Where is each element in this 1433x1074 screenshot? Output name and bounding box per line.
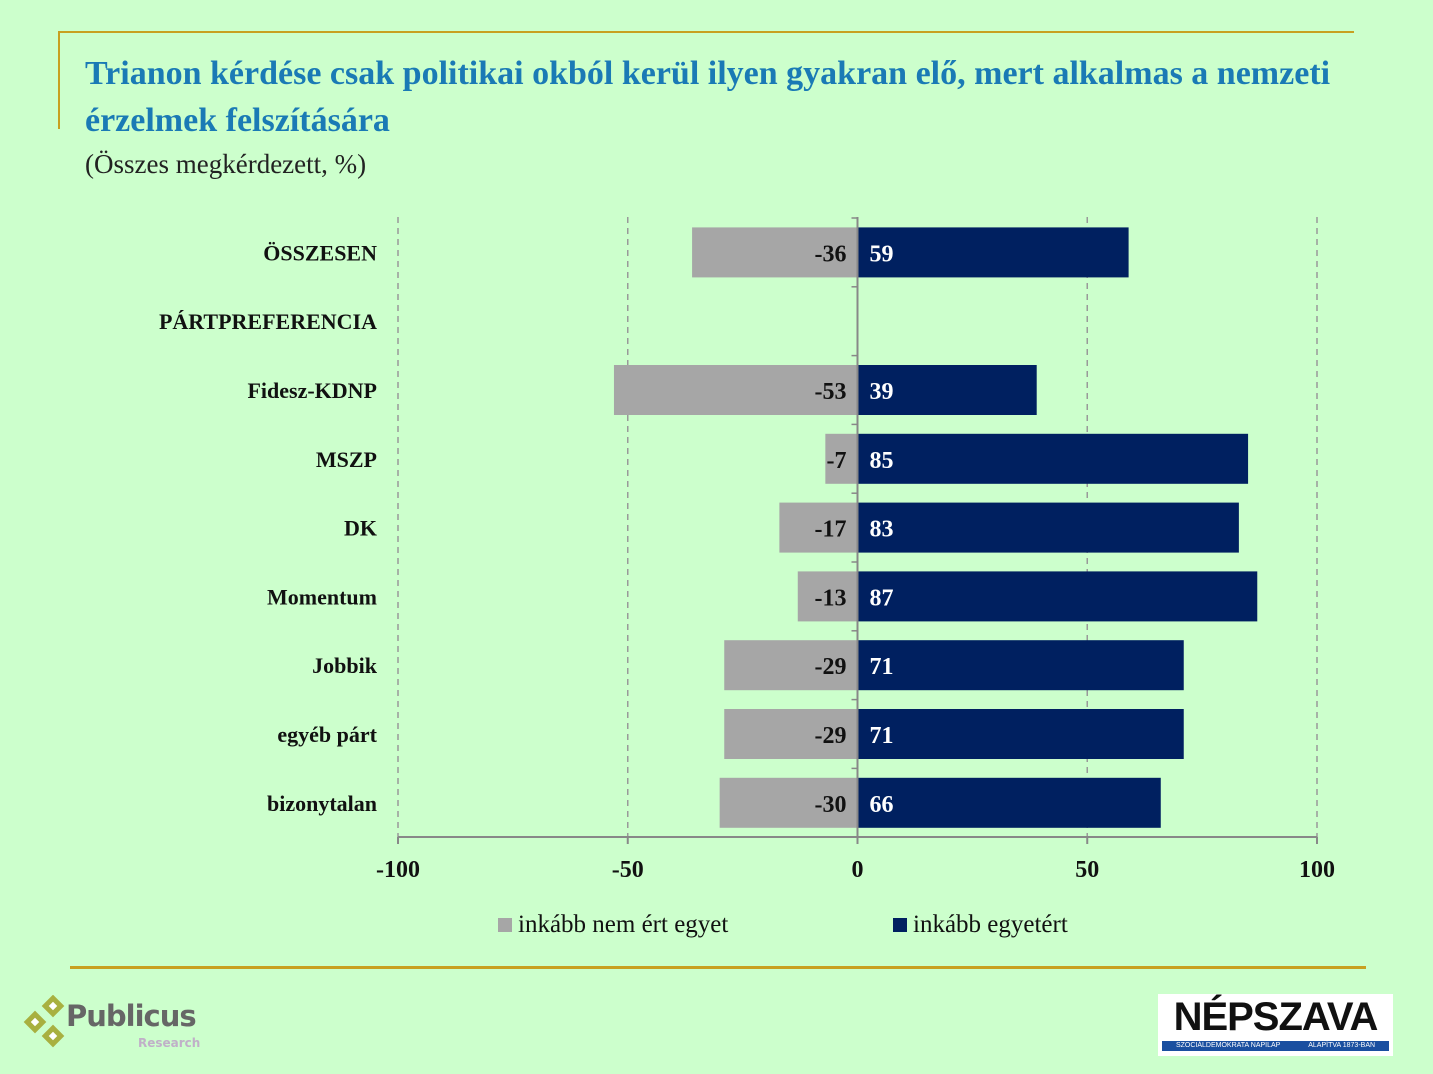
data-label-agree: 39 bbox=[870, 379, 894, 405]
legend-swatch-agree bbox=[893, 918, 907, 932]
category-label: DK bbox=[344, 516, 377, 541]
bar-disagree bbox=[719, 777, 858, 828]
tagline-right: ALAPÍTVA 1873-BAN bbox=[1308, 1042, 1376, 1049]
bar-disagree bbox=[825, 433, 858, 484]
bar-disagree bbox=[724, 709, 858, 759]
publicus-logo-subtitle: Research bbox=[138, 1036, 201, 1050]
data-label-disagree: -30 bbox=[815, 792, 847, 818]
category-label: MSZP bbox=[316, 447, 377, 472]
data-label-disagree: -36 bbox=[815, 241, 847, 267]
legend-label-agree: inkább egyetért bbox=[913, 911, 1068, 938]
data-label-agree: 71 bbox=[870, 723, 894, 749]
category-label: egyéb párt bbox=[277, 722, 377, 747]
data-label-disagree: -17 bbox=[815, 517, 847, 543]
publicus-logo-icon bbox=[23, 995, 65, 1048]
x-tick-label: 100 bbox=[1299, 857, 1335, 883]
nepszava-tagline: SZOCIÁLDEMOKRATA NAPILAP ALAPÍTVA 1873-B… bbox=[1162, 1041, 1389, 1051]
data-label-disagree: -29 bbox=[815, 723, 847, 749]
bar-agree bbox=[857, 709, 1184, 759]
legend-label-disagree: inkább nem ért egyet bbox=[518, 911, 729, 938]
bar-disagree bbox=[724, 640, 858, 691]
data-label-agree: 71 bbox=[870, 654, 894, 680]
chart-subtitle: (Összes megkérdezett, %) bbox=[85, 149, 367, 179]
left-border bbox=[58, 31, 60, 129]
bar-disagree bbox=[779, 502, 858, 553]
bar-agree bbox=[857, 777, 1161, 828]
bar-agree bbox=[857, 365, 1037, 415]
bar-agree bbox=[857, 227, 1129, 278]
category-label: Fidesz-KDNP bbox=[247, 378, 377, 403]
bar-agree bbox=[857, 502, 1239, 553]
bar-disagree bbox=[797, 571, 858, 622]
top-border bbox=[58, 31, 1354, 33]
tagline-left: SZOCIÁLDEMOKRATA NAPILAP bbox=[1175, 1042, 1281, 1049]
bar-agree bbox=[857, 433, 1249, 484]
x-tick-label: 0 bbox=[852, 857, 864, 883]
nepszava-logo: NÉPSZAVA SZOCIÁLDEMOKRATA NAPILAP ALAPÍT… bbox=[1158, 994, 1393, 1056]
bar-agree bbox=[857, 640, 1184, 691]
legend-item-disagree: inkább nem ért egyet bbox=[498, 910, 728, 940]
category-label: PÁRTPREFERENCIA bbox=[159, 309, 377, 334]
x-tick-label: -50 bbox=[612, 857, 644, 883]
data-label-disagree: -13 bbox=[815, 585, 847, 611]
category-label: Momentum bbox=[267, 584, 377, 609]
legend-swatch-disagree bbox=[498, 918, 512, 932]
bar-disagree bbox=[692, 227, 858, 278]
data-label-agree: 66 bbox=[870, 792, 894, 818]
nepszava-wordmark: NÉPSZAVA bbox=[1173, 995, 1379, 1039]
category-label: ÖSSZESEN bbox=[263, 240, 377, 265]
legend-item-agree: inkább egyetért bbox=[893, 910, 1068, 940]
data-label-disagree: -53 bbox=[815, 379, 847, 405]
bar-agree bbox=[857, 571, 1258, 622]
category-label: bizonytalan bbox=[267, 791, 377, 816]
x-tick-label: 50 bbox=[1075, 857, 1099, 883]
data-label-disagree: -7 bbox=[827, 448, 847, 474]
data-label-agree: 59 bbox=[870, 241, 894, 267]
data-label-agree: 87 bbox=[870, 585, 894, 611]
data-label-agree: 83 bbox=[870, 517, 894, 543]
bar-disagree bbox=[613, 365, 858, 415]
x-tick-label: -100 bbox=[376, 857, 420, 883]
data-label-disagree: -29 bbox=[815, 654, 847, 680]
chart-title: Trianon kérdése csak politikai okból ker… bbox=[85, 55, 1331, 139]
publicus-logo-wordmark: Publicus bbox=[66, 999, 197, 1033]
bottom-divider bbox=[70, 966, 1366, 969]
data-label-agree: 85 bbox=[870, 448, 894, 474]
category-label: Jobbik bbox=[312, 653, 378, 678]
